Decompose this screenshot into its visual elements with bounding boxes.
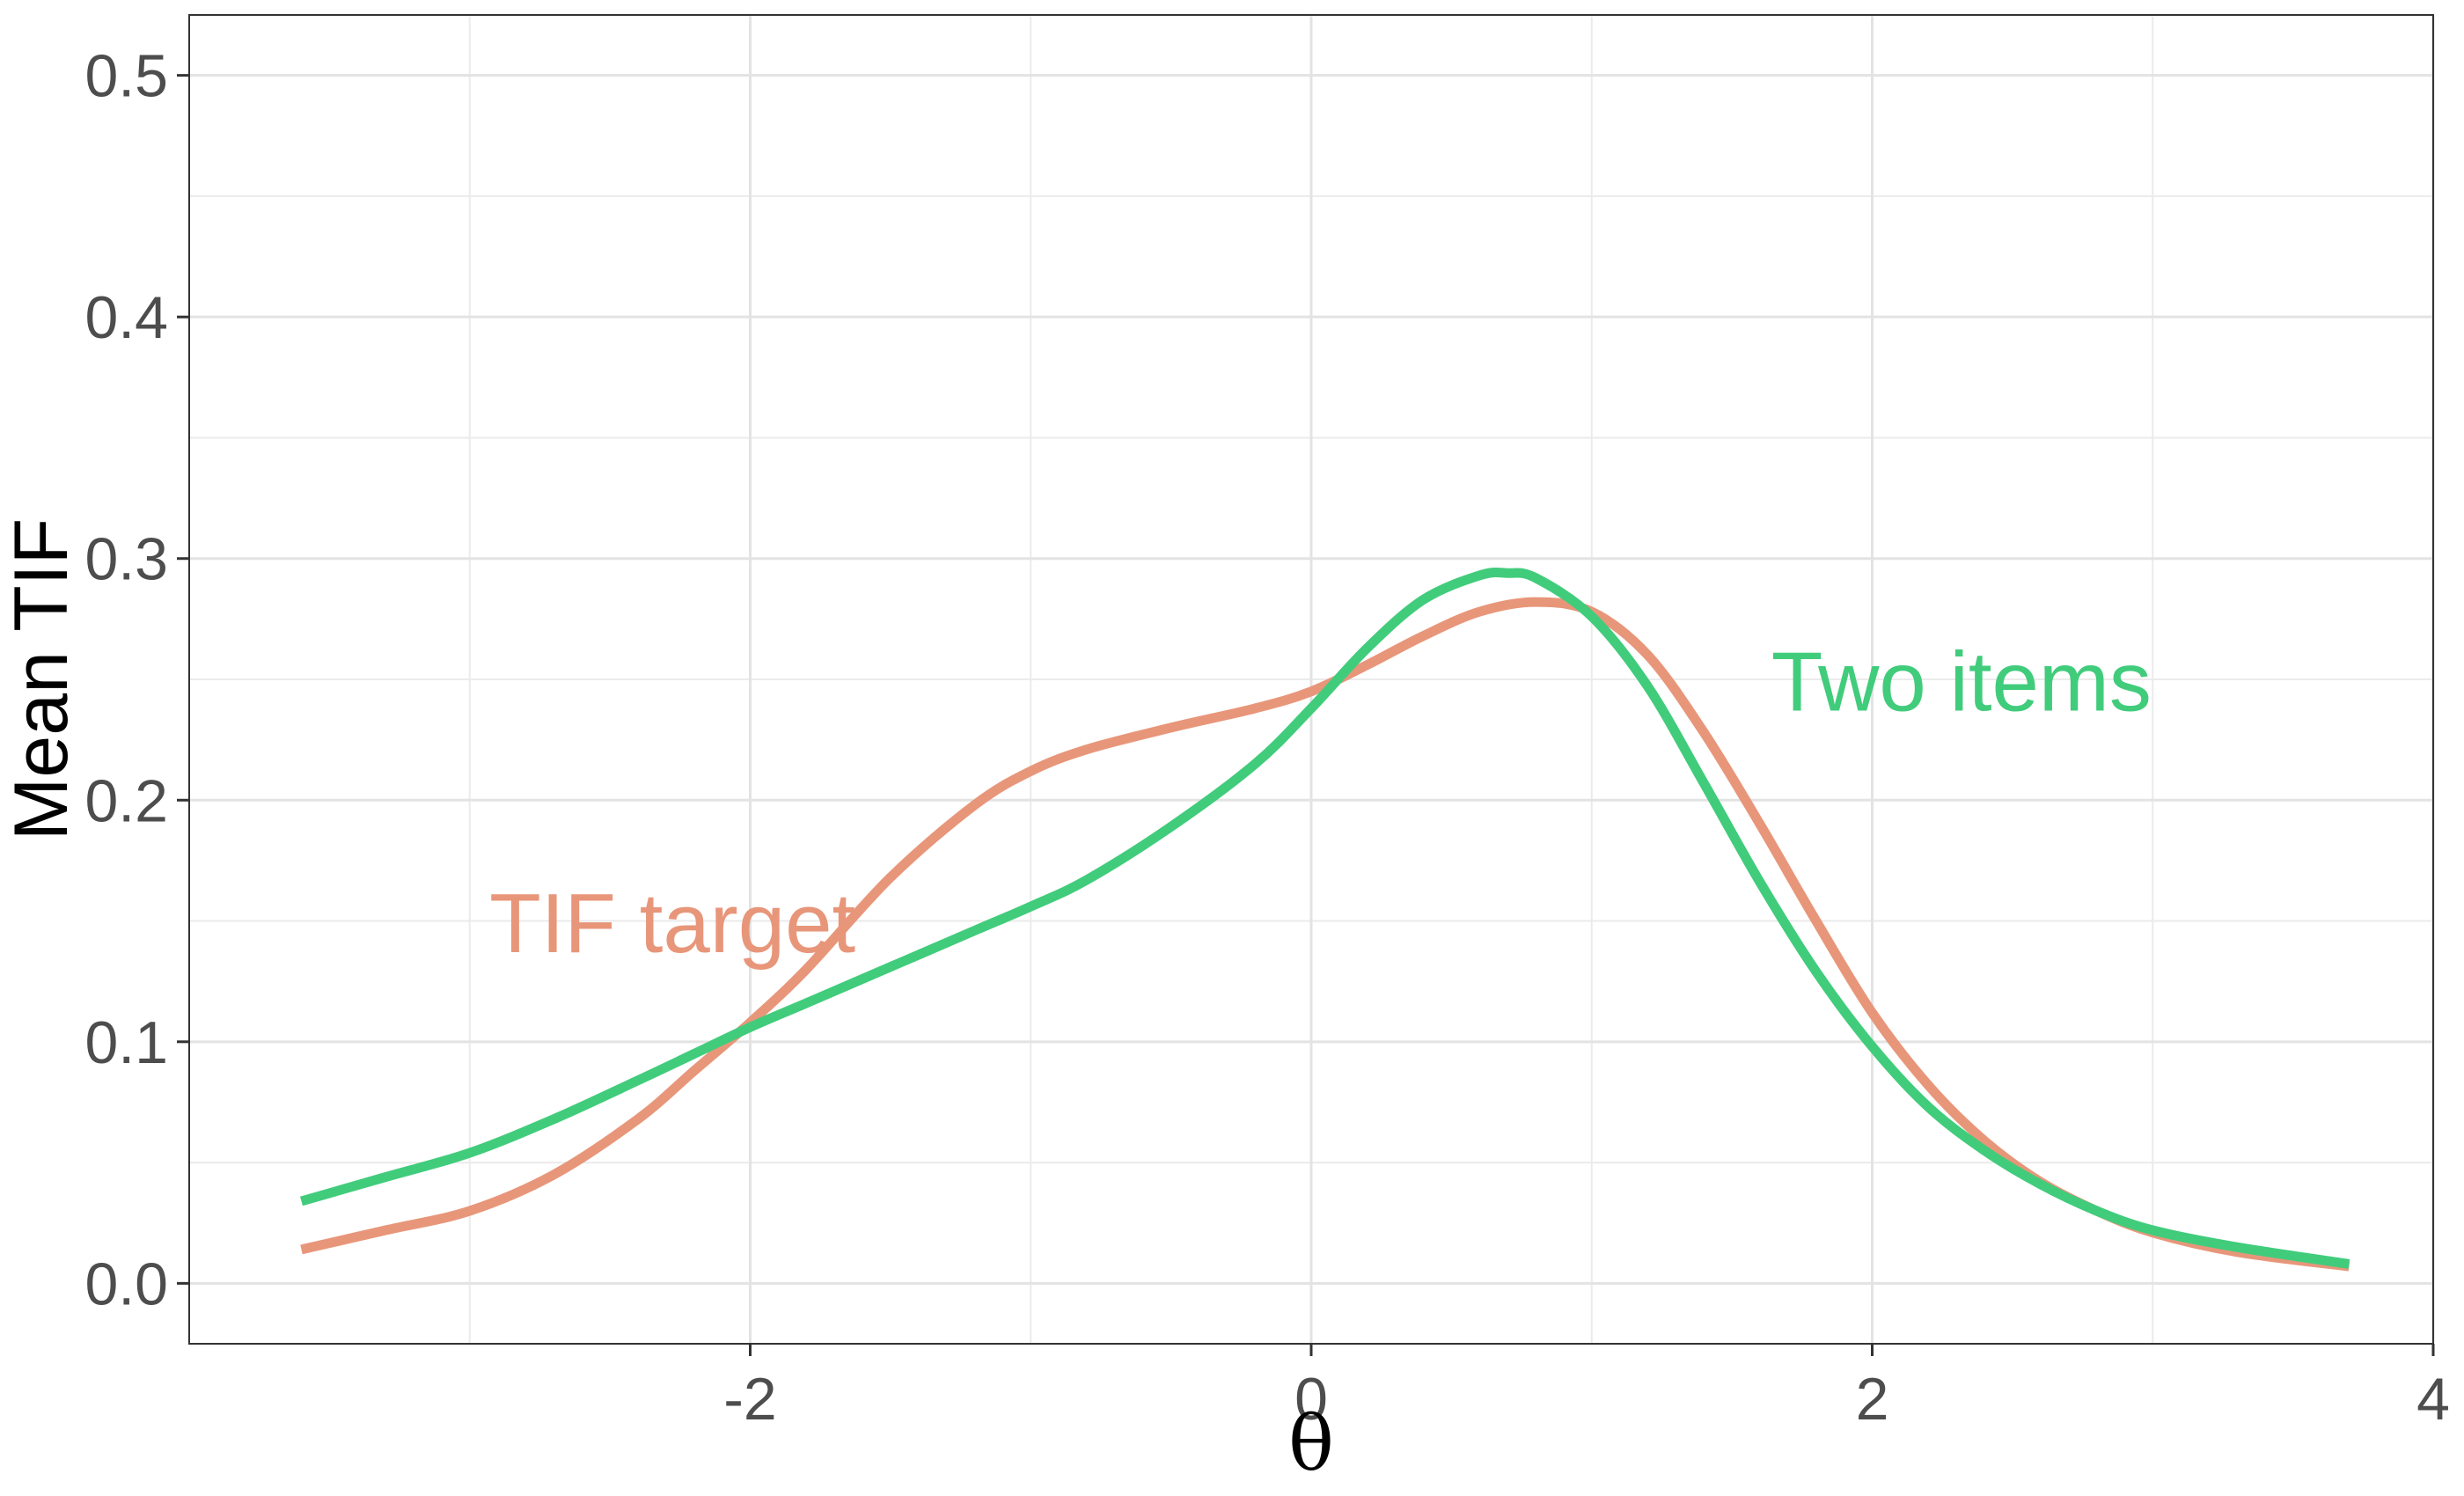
x-tick-label: 4 [2416, 1366, 2450, 1433]
x-axis: -2 0 2 4 [723, 1344, 2450, 1433]
y-tick-label: 0.5 [84, 43, 168, 110]
series-line-two-items [299, 567, 2350, 1269]
annotation-tif-target: TIF target [489, 876, 855, 971]
y-axis-title: Mean TIF [0, 518, 84, 840]
series-layer [299, 567, 2350, 1272]
x-tick-label: -2 [723, 1366, 776, 1433]
annotation-two-items: Two items [1771, 635, 2152, 730]
x-tick-label: 2 [1856, 1366, 1889, 1433]
y-tick-label: 0.4 [84, 284, 168, 351]
major-grid [189, 15, 2435, 1344]
y-tick-label: 0.3 [84, 526, 168, 593]
y-tick-label: 0.1 [84, 1009, 168, 1076]
annotation-layer: TIF target Two items [489, 635, 2152, 972]
x-tick-label: 0 [1294, 1366, 1328, 1433]
y-tick-label: 0.0 [84, 1250, 168, 1317]
x-axis-title: θ [1288, 1400, 1334, 1488]
series-line-tif-target [300, 597, 2350, 1272]
y-tick-label: 0.2 [84, 767, 168, 834]
y-axis: 0.0 0.1 0.2 0.3 0.4 0.5 [84, 43, 189, 1317]
